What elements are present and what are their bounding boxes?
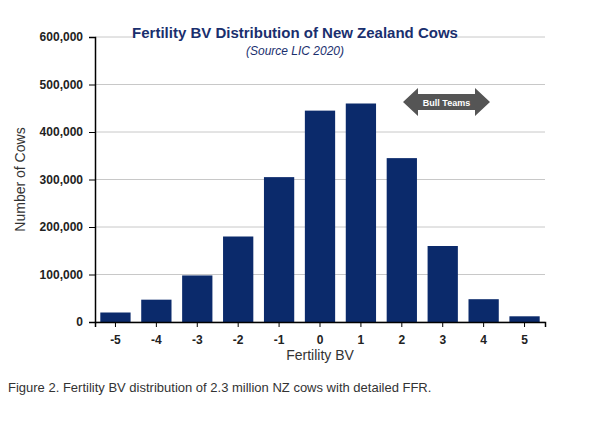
bar (141, 300, 171, 322)
x-tick-mark (197, 322, 198, 327)
x-tick-mark (115, 322, 116, 327)
x-tick-label: 4 (480, 333, 487, 347)
y-tick-mark (89, 85, 95, 86)
x-tick-mark (524, 322, 525, 327)
y-tick-mark (89, 227, 95, 228)
x-tick-mark (238, 322, 239, 327)
x-tick: -5 (110, 322, 121, 347)
y-tick-mark (89, 180, 95, 181)
bar (223, 237, 253, 323)
x-tick: 0 (317, 322, 324, 347)
x-tick-label: 5 (521, 333, 528, 347)
bar (100, 313, 130, 323)
x-tick-mark (156, 322, 157, 327)
y-tick-mark (89, 322, 95, 323)
title: Fertility BV Distribution of New Zealand… (132, 24, 458, 41)
y-axis: 0 100,000 200,000 300,000 400,000 500,000 600,… (40, 30, 96, 329)
x-axis-line (96, 323, 546, 328)
x-tick: 1 (358, 322, 365, 347)
x-tick: 5 (521, 322, 528, 347)
y-axis-title: Number of Cows (12, 127, 28, 231)
x-tick-mark (360, 322, 361, 327)
x-tick-label: -2 (233, 333, 244, 347)
x-tick-label: -4 (151, 333, 162, 347)
y-axis-line (89, 38, 96, 323)
x-axis: -5 -4 -3 -2 -1 0 1 2 3 4 5 (96, 322, 546, 347)
y-tick: 400,000 (40, 125, 95, 139)
y-tick: 200,000 (40, 220, 95, 234)
x-tick-mark (483, 322, 484, 327)
bar (509, 316, 539, 322)
y-tick-label: 500,000 (40, 78, 84, 92)
y-tick-mark (89, 132, 95, 133)
y-tick-mark (89, 275, 95, 276)
x-tick-label: -3 (192, 333, 203, 347)
bar (469, 299, 499, 322)
y-tick-label: 0 (76, 315, 83, 329)
x-tick-label: -5 (110, 333, 121, 347)
annotation: Bull Teams (423, 98, 470, 108)
x-tick-label: 0 (317, 333, 324, 347)
x-tick-mark (401, 322, 402, 327)
x-tick: -1 (274, 322, 285, 347)
y-tick: 600,000 (40, 30, 95, 44)
x-tick-mark (442, 322, 443, 327)
y-tick: 500,000 (40, 78, 95, 92)
chart-root: 0 100,000 200,000 300,000 400,000 500,000 600,… (0, 0, 591, 421)
caption: Figure 2. Fertility BV distribution of 2… (8, 380, 431, 395)
x-tick-label: 3 (439, 333, 446, 347)
x-tick: -3 (192, 322, 203, 347)
bars (100, 104, 539, 323)
x-tick: 4 (480, 322, 487, 347)
y-tick: 300,000 (40, 173, 95, 187)
x-tick: 2 (398, 322, 405, 347)
subtitle: (Source LIC 2020) (246, 44, 344, 58)
y-tick: 100,000 (40, 268, 95, 282)
x-tick-label: 2 (398, 333, 405, 347)
x-tick: -2 (233, 322, 244, 347)
bar (346, 104, 376, 323)
bar (387, 158, 417, 322)
y-tick-label: 100,000 (40, 268, 84, 282)
annotation-arrow (403, 88, 490, 116)
y-tick-label: 400,000 (40, 125, 84, 139)
y-tick-label: 200,000 (40, 220, 84, 234)
x-tick-label: 1 (358, 333, 365, 347)
bar (305, 111, 335, 322)
grid-line (95, 84, 545, 85)
x-axis-title: Fertility BV (286, 347, 354, 363)
bar (428, 246, 458, 322)
y-tick: 0 (76, 315, 95, 329)
grid (95, 37, 545, 322)
x-tick-mark (320, 322, 321, 327)
y-tick-label: 300,000 (40, 173, 84, 187)
y-tick-mark (89, 37, 95, 38)
x-tick-mark (279, 322, 280, 327)
x-tick: 3 (439, 322, 446, 347)
bar (182, 275, 212, 322)
x-tick: -4 (151, 322, 162, 347)
bar (264, 177, 294, 322)
x-tick-label: -1 (274, 333, 285, 347)
y-tick-label: 600,000 (40, 30, 84, 44)
